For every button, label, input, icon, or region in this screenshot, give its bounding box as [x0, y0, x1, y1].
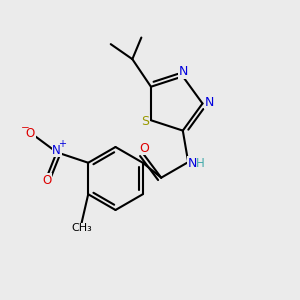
Text: H: H: [196, 157, 205, 170]
Text: +: +: [58, 139, 66, 149]
Text: O: O: [43, 174, 52, 187]
Text: CH₃: CH₃: [71, 223, 92, 233]
Text: S: S: [142, 115, 149, 128]
Text: O: O: [139, 142, 149, 155]
Text: −: −: [20, 123, 29, 133]
Text: N: N: [188, 157, 197, 170]
Text: O: O: [26, 127, 35, 140]
Text: N: N: [205, 96, 214, 109]
Text: N: N: [52, 144, 61, 157]
Text: N: N: [179, 65, 188, 78]
